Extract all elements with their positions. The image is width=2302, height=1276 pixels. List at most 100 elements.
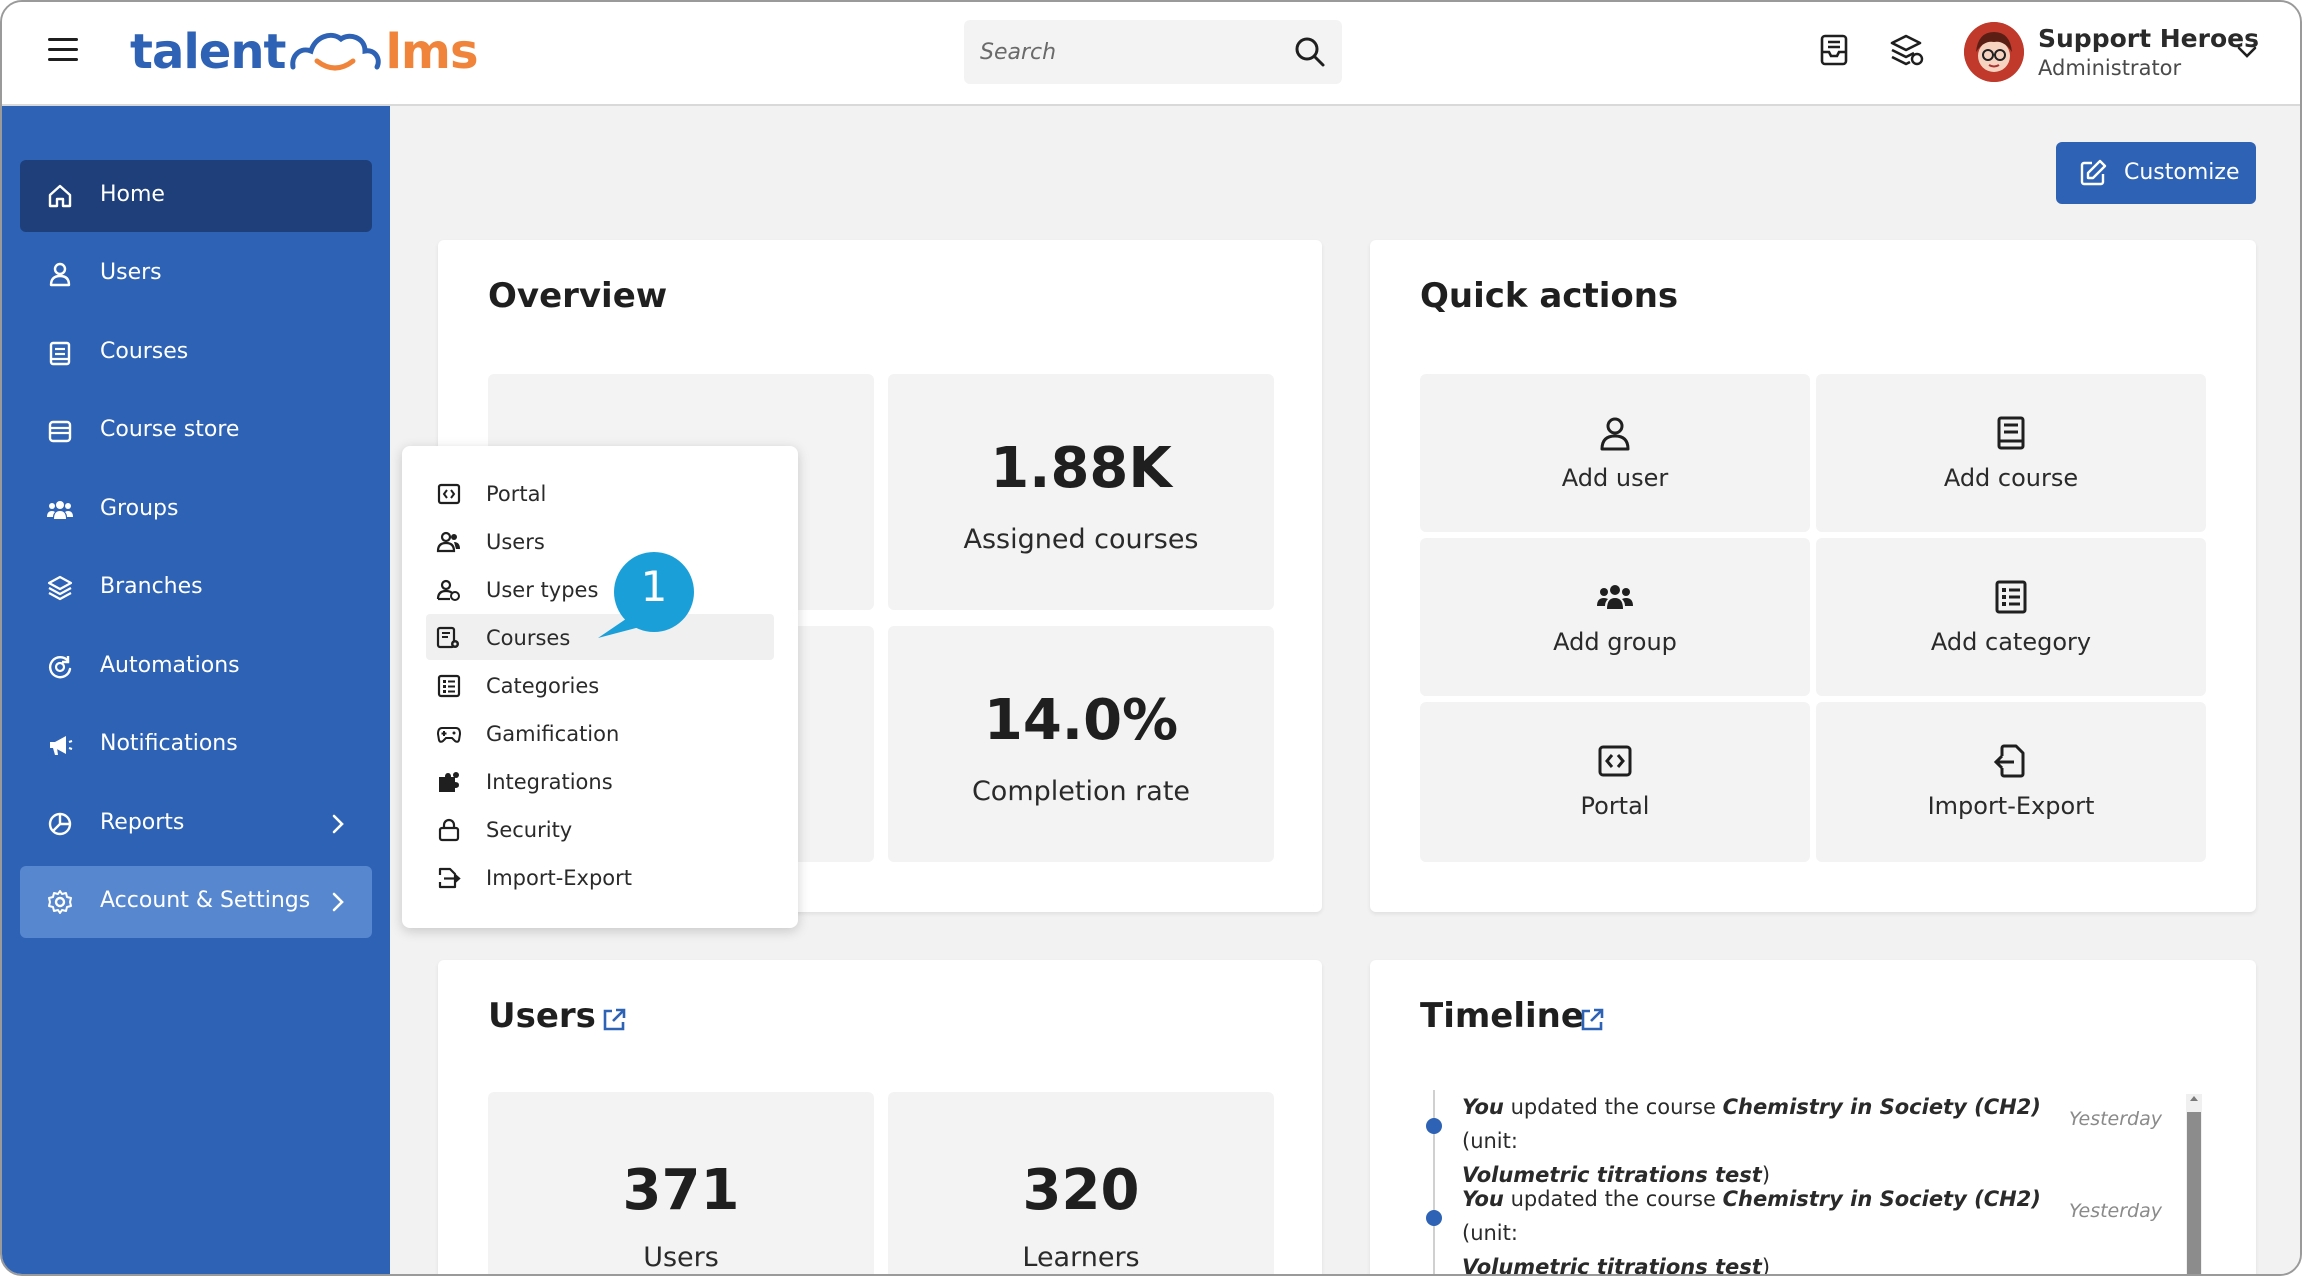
add-course-button[interactable]: Add course [1816, 374, 2206, 532]
layers-icon [47, 575, 73, 601]
menu-item-security[interactable]: Security [426, 806, 774, 852]
sidebar-item-label: Account & Settings [100, 888, 311, 913]
import-export-button[interactable]: Import-Export [1816, 702, 2206, 862]
sidebar-item-course-store[interactable]: Course store [20, 395, 372, 467]
timeline-course-link[interactable]: Chemistry in Society (CH2) [1722, 1095, 2041, 1119]
sidebar: Home Users Courses Course store Groups B… [2, 106, 390, 1274]
sidebar-item-branches[interactable]: Branches [20, 552, 372, 624]
users-count-tile[interactable]: 371 Users [488, 1092, 874, 1274]
menu-item-courses[interactable]: Courses [426, 614, 774, 660]
group-icon [1597, 585, 1633, 609]
sidebar-item-courses[interactable]: Courses [20, 317, 372, 389]
search-input[interactable] [980, 20, 1280, 84]
quick-actions-card: Quick actions Add user Add course Add gr… [1370, 240, 2256, 912]
timeline-title: Timeline [1420, 996, 1584, 1036]
add-category-label: Add category [1930, 628, 2092, 656]
add-course-label: Add course [1943, 464, 2079, 492]
learners-count-label: Learners [1022, 1242, 1140, 1273]
menu-item-label: User types [486, 578, 599, 602]
top-bar: talent lms [2, 2, 2300, 106]
home-icon [48, 184, 72, 208]
users-icon [436, 531, 460, 553]
sidebar-item-home[interactable]: Home [20, 160, 372, 232]
edit-icon [2080, 159, 2107, 186]
sidebar-item-groups[interactable]: Groups [20, 474, 372, 546]
code-window-icon [437, 483, 461, 505]
scrollbar-thumb[interactable] [2187, 1112, 2201, 1274]
account-settings-menu: Portal Users User types Courses Categori… [402, 446, 798, 928]
talentlms-logo[interactable]: talent lms [130, 22, 479, 82]
sidebar-item-reports[interactable]: Reports [20, 788, 372, 860]
sidebar-item-label: Groups [100, 496, 179, 521]
menu-item-label: Import-Export [486, 866, 633, 890]
automation-icon [49, 656, 72, 679]
menu-item-import-export[interactable]: Import-Export [426, 854, 774, 900]
list-icon [1995, 580, 2027, 614]
user-icon [49, 262, 71, 287]
sidebar-item-label: Courses [100, 339, 189, 364]
external-link-icon[interactable] [1578, 1006, 1606, 1034]
learners-count-tile[interactable]: 320 Learners [888, 1092, 1274, 1274]
completion-rate-tile[interactable]: 14.0% Completion rate [888, 626, 1274, 862]
menu-item-gamification[interactable]: Gamification [426, 710, 774, 756]
step-callout: 1 [590, 550, 700, 650]
menu-item-users[interactable]: Users [426, 518, 774, 564]
chevron-down-icon[interactable] [2236, 44, 2258, 60]
timeline-unit-link[interactable]: Volumetric titrations test [1462, 1255, 1762, 1276]
timeline-card: Timeline You updated the course Chemistr… [1370, 960, 2256, 1274]
portal-label: Portal [1580, 792, 1650, 820]
sidebar-item-account-settings[interactable]: Account & Settings [20, 866, 372, 938]
timeline-actor: You [1462, 1187, 1504, 1211]
user-name: Support Heroes [2038, 24, 2259, 53]
portal-button[interactable]: Portal [1420, 702, 1810, 862]
scroll-up-arrow-icon[interactable] [2189, 1094, 2199, 1104]
sidebar-item-label: Home [100, 182, 165, 207]
timeline-unit-suffix: ) [1761, 1255, 1771, 1276]
timeline-action: updated the course [1503, 1187, 1723, 1211]
pie-chart-icon [48, 812, 72, 836]
inbox-icon[interactable] [1816, 32, 1852, 68]
timeline-unit-link[interactable]: Volumetric titrations test [1462, 1163, 1762, 1187]
assigned-courses-label: Assigned courses [963, 524, 1199, 555]
timeline-course-link[interactable]: Chemistry in Society (CH2) [1722, 1187, 2041, 1211]
timeline-line [1433, 1090, 1435, 1274]
sidebar-item-automations[interactable]: Automations [20, 631, 372, 703]
avatar [1964, 22, 2024, 82]
learners-count-value: 320 [1022, 1158, 1140, 1223]
assigned-courses-tile[interactable]: 1.88K Assigned courses [888, 374, 1274, 610]
menu-item-label: Portal [486, 482, 547, 506]
search-icon[interactable] [1294, 36, 1326, 68]
users-count-label: Users [643, 1242, 719, 1273]
add-user-button[interactable]: Add user [1420, 374, 1810, 532]
list-icon [437, 674, 461, 698]
menu-item-integrations[interactable]: Integrations [426, 758, 774, 804]
sidebar-item-notifications[interactable]: Notifications [20, 709, 372, 781]
users-card-title: Users [488, 996, 596, 1036]
hamburger-menu-icon[interactable] [48, 38, 78, 64]
customize-button[interactable]: Customize [2056, 142, 2256, 204]
add-group-label: Add group [1553, 628, 1677, 656]
add-group-button[interactable]: Add group [1420, 538, 1810, 696]
menu-item-categories[interactable]: Categories [426, 662, 774, 708]
timeline-unit-prefix: (unit: [1462, 1221, 1518, 1245]
timeline-scrollbar[interactable] [2186, 1094, 2202, 1274]
external-link-icon[interactable] [600, 1006, 628, 1034]
timeline-entry: You updated the course Chemistry in Soci… [1370, 1182, 2256, 1274]
menu-item-user-types[interactable]: User types [426, 566, 774, 612]
menu-item-label: Security [486, 818, 573, 842]
timeline-unit-suffix: ) [1761, 1163, 1771, 1187]
logo-text-talent: talent [130, 24, 286, 80]
gear-icon [48, 890, 72, 914]
sidebar-item-users[interactable]: Users [20, 238, 372, 310]
user-icon [1600, 417, 1630, 451]
menu-item-label: Integrations [486, 770, 613, 794]
add-category-button[interactable]: Add category [1816, 538, 2206, 696]
user-menu[interactable]: Support Heroes Administrator [1952, 10, 2278, 96]
sidebar-item-label: Reports [100, 810, 185, 835]
menu-item-portal[interactable]: Portal [426, 470, 774, 516]
import-export-icon [438, 867, 461, 889]
timeline-entry: You updated the course Chemistry in Soci… [1370, 1090, 2256, 1187]
timeline-time: Yesterday [2068, 1200, 2162, 1222]
branches-switch-icon[interactable] [1888, 32, 1924, 68]
